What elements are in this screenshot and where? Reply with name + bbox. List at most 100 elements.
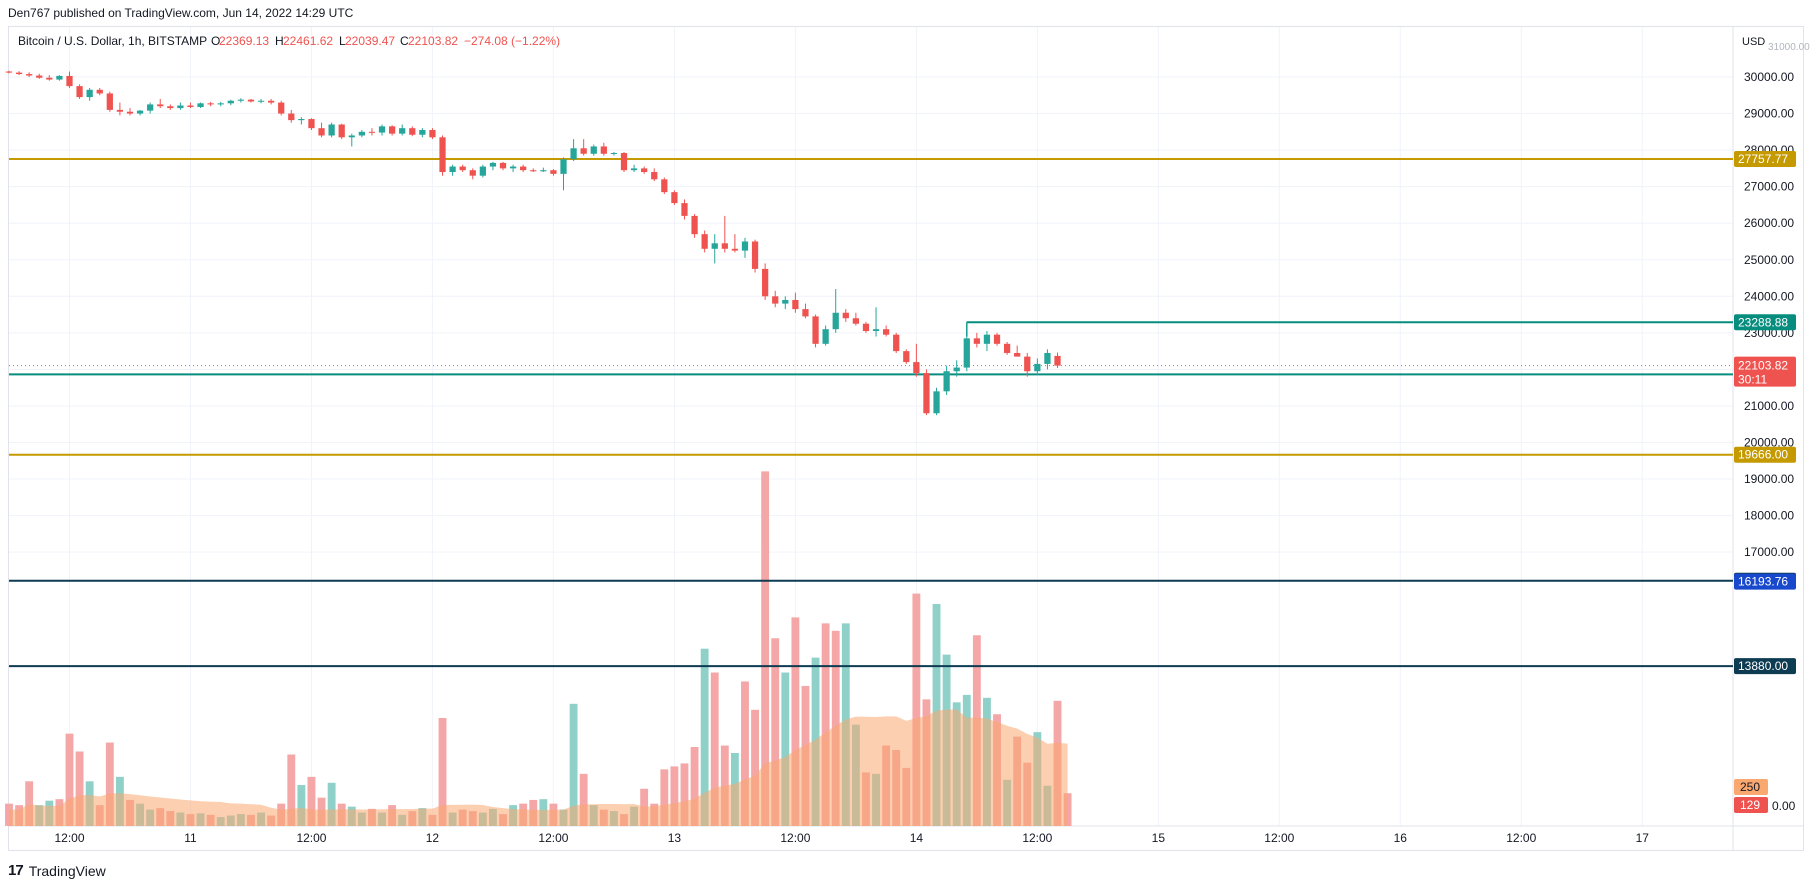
candle-body bbox=[530, 170, 537, 172]
candle-body bbox=[772, 296, 779, 304]
candle-body bbox=[469, 170, 476, 176]
candle-body bbox=[963, 338, 970, 368]
candle-body bbox=[913, 362, 920, 374]
x-tick-label: 12:00 bbox=[1506, 831, 1536, 845]
candle-body bbox=[570, 148, 577, 160]
volume-ma-badge bbox=[1734, 779, 1768, 795]
volume-bar bbox=[105, 742, 114, 826]
x-tick-label: 14 bbox=[910, 831, 924, 845]
candle-body bbox=[620, 153, 628, 171]
volume-bar bbox=[700, 648, 709, 826]
y-tick-label: 17000.00 bbox=[1744, 545, 1794, 559]
candle-body bbox=[116, 109, 124, 112]
x-tick-label: 12:00 bbox=[780, 831, 810, 845]
candle-body bbox=[15, 72, 23, 75]
y-tick-label: 27000.00 bbox=[1744, 180, 1794, 194]
legend-close-value: 22103.82 bbox=[408, 34, 458, 48]
y-tick-label: 30000.00 bbox=[1744, 70, 1794, 84]
y-tick-label: 21000.00 bbox=[1744, 399, 1794, 413]
candle-body bbox=[197, 103, 204, 107]
x-tick-label: 11 bbox=[184, 831, 197, 845]
candle-body bbox=[983, 334, 991, 344]
candle-body bbox=[590, 146, 597, 154]
volume-bar bbox=[438, 717, 447, 826]
candle-body bbox=[5, 71, 13, 73]
candle-body bbox=[509, 166, 517, 169]
candle-body bbox=[479, 166, 486, 176]
x-tick-label: 17 bbox=[1636, 831, 1650, 845]
candle-body bbox=[338, 124, 345, 138]
x-tick-label: 12:00 bbox=[1264, 831, 1294, 845]
legend-low-value: 22039.47 bbox=[345, 34, 395, 48]
x-tick-label: 16 bbox=[1394, 831, 1408, 845]
candle-body bbox=[872, 329, 880, 332]
current-price-badge bbox=[1734, 356, 1796, 387]
volume-bar bbox=[65, 733, 74, 826]
candle-body bbox=[600, 146, 607, 154]
candle-body bbox=[550, 170, 557, 174]
volume-bar bbox=[569, 703, 578, 826]
level-price-badge: 19666.00 bbox=[1734, 446, 1796, 463]
volume-last-badge bbox=[1734, 797, 1768, 813]
candle-body bbox=[237, 99, 245, 101]
candle-body bbox=[157, 104, 164, 107]
candle-body bbox=[46, 77, 53, 80]
x-tick-label: 12:00 bbox=[538, 831, 568, 845]
candle-body bbox=[751, 241, 759, 269]
candle-body bbox=[832, 312, 839, 330]
candle-body bbox=[368, 131, 376, 133]
tradingview-logo-icon: 17 bbox=[8, 862, 24, 879]
current-price-text: 22103.82 bbox=[1738, 359, 1788, 373]
candle-body bbox=[388, 126, 396, 134]
level-price-badge: 27757.77 bbox=[1734, 150, 1796, 167]
volume-bar bbox=[791, 617, 800, 826]
candle-body bbox=[126, 111, 134, 114]
legend-high-label: H bbox=[275, 34, 284, 48]
volume-axis-tick: 0.00 bbox=[1772, 799, 1796, 813]
candle-body bbox=[308, 119, 315, 129]
candle-body bbox=[257, 100, 265, 102]
candle-body bbox=[358, 131, 365, 136]
tradingview-logo[interactable]: 17 TradingView bbox=[8, 862, 106, 879]
level-price-badge-text: 13880.00 bbox=[1738, 659, 1788, 673]
candle-body bbox=[943, 371, 950, 392]
candle-body bbox=[409, 128, 416, 135]
candle-body bbox=[76, 86, 83, 98]
level-price-badge: 23288.88 bbox=[1734, 314, 1796, 331]
candle-body bbox=[630, 168, 638, 171]
x-tick-label: 12:00 bbox=[296, 831, 326, 845]
candle-body bbox=[1024, 356, 1031, 372]
y-tick-label: 18000.00 bbox=[1744, 509, 1794, 523]
candle-body bbox=[933, 391, 940, 414]
candle-body bbox=[378, 126, 386, 133]
candle-body bbox=[36, 75, 43, 78]
candle-body bbox=[762, 268, 769, 297]
y-tick-label: 29000.00 bbox=[1744, 107, 1794, 121]
candle-body bbox=[227, 100, 234, 104]
candle-body bbox=[86, 89, 93, 98]
candle-body bbox=[641, 168, 648, 173]
y-tick-label: 24000.00 bbox=[1744, 289, 1794, 303]
legend-high-value: 22461.62 bbox=[283, 34, 333, 48]
candle-body bbox=[540, 170, 547, 172]
y-tick-label: 26000.00 bbox=[1744, 216, 1794, 230]
volume-bar bbox=[75, 751, 84, 826]
candle-body bbox=[580, 148, 587, 154]
level-price-badge-text: 27757.77 bbox=[1738, 152, 1788, 166]
candle-body bbox=[1044, 352, 1051, 364]
candle-body bbox=[852, 318, 860, 324]
volume-bar bbox=[680, 763, 689, 826]
volume-bar bbox=[761, 471, 770, 826]
volume-ma-value: 250 bbox=[1740, 780, 1760, 794]
level-price-badge-bg bbox=[1734, 446, 1796, 463]
candle-body bbox=[429, 129, 436, 138]
candle-body bbox=[560, 159, 567, 174]
candle-body bbox=[1003, 343, 1011, 353]
candle-body bbox=[96, 89, 103, 94]
y-tick-label: 19000.00 bbox=[1744, 472, 1794, 486]
volume-bar bbox=[25, 781, 34, 826]
candle-body bbox=[802, 309, 809, 317]
candle-body bbox=[348, 135, 355, 138]
volume-bar bbox=[781, 672, 790, 826]
